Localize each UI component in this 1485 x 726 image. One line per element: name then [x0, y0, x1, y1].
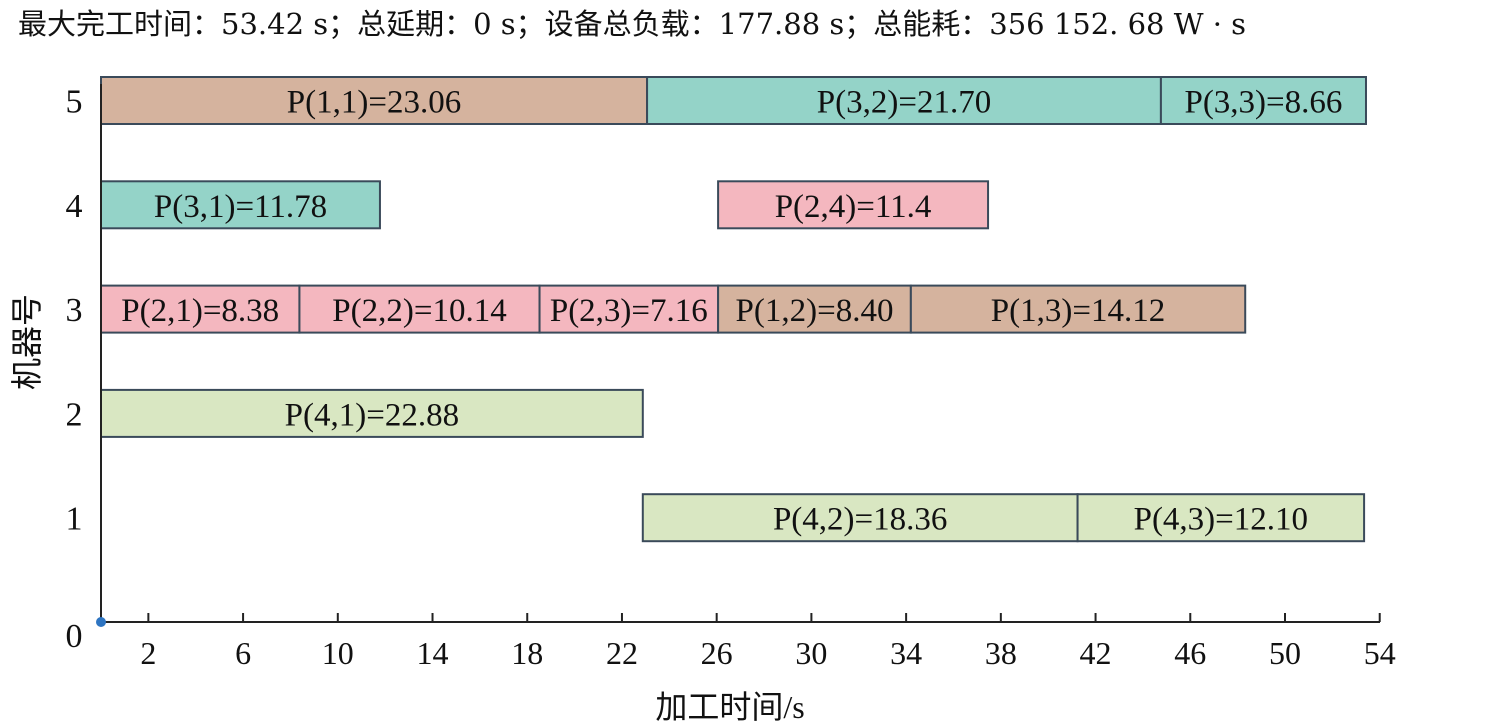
bar-label: P(1,1)=23.06: [287, 85, 461, 121]
x-axis-label: 加工时间/s: [655, 689, 804, 725]
y-tick-label: 4: [66, 188, 83, 225]
gantt-bar: [717, 180, 990, 230]
x-tick-label: 26: [701, 635, 733, 671]
bars-layer: P(1,1)=23.06 P(3,2)=21.70 P(3,3)=8.66 P(3,1…: [100, 76, 1367, 543]
chart-title: 最大完工时间：53.42 s；总延期：0 s；设备总负载：177.88 s；总能…: [18, 7, 1246, 41]
y-tick-label: 0: [66, 618, 83, 655]
bar-label: P(2,4)=11.4: [775, 189, 932, 225]
x-tick-label: 54: [1364, 635, 1396, 671]
x-ticks-layer: 2 6 10 14 18 22 26 30 34 38 42 46 50 54: [140, 613, 1396, 671]
y-tick-label: 1: [66, 501, 83, 538]
x-tick-label: 18: [511, 635, 543, 671]
origin-marker: [96, 617, 106, 627]
bar-label: P(2,1)=8.38: [121, 293, 279, 329]
x-tick-label: 46: [1174, 635, 1206, 671]
gantt-bar: [909, 284, 1247, 334]
x-tick-label: 6: [235, 635, 251, 671]
x-tick-label: 10: [322, 635, 354, 671]
bar-label: P(3,1)=11.78: [154, 189, 327, 225]
y-ticks-layer: 0 1 2 3 4 5: [66, 84, 83, 656]
y-tick-label: 2: [66, 396, 83, 433]
bar-label: P(1,2)=8.40: [736, 293, 894, 329]
x-tick-label: 22: [606, 635, 638, 671]
bar-label: P(4,3)=12.10: [1134, 502, 1308, 538]
bar-label: P(3,2)=21.70: [817, 85, 991, 121]
gantt-bar: [298, 284, 541, 334]
gantt-bar: [100, 388, 644, 438]
gantt-bar: [100, 180, 381, 230]
gantt-bar: [100, 76, 649, 125]
x-tick-label: 38: [985, 635, 1017, 671]
gantt-bar: [538, 284, 720, 334]
y-axis-label: 机器号: [9, 294, 45, 390]
bar-label: P(2,3)=7.16: [550, 293, 708, 329]
gantt-bar: [717, 284, 912, 334]
x-tick-label: 30: [795, 635, 827, 671]
x-tick-label: 14: [417, 635, 449, 671]
bar-label: P(3,3)=8.66: [1184, 85, 1342, 121]
bar-label: P(1,3)=14.12: [991, 293, 1165, 329]
x-tick-label: 34: [890, 635, 922, 671]
x-tick-label: 42: [1080, 635, 1112, 671]
gantt-bar: [1076, 493, 1366, 543]
y-tick-label: 5: [66, 84, 83, 121]
gantt-bar: [641, 493, 1079, 543]
bar-label: P(4,2)=18.36: [773, 502, 947, 538]
bar-label: P(2,2)=10.14: [332, 293, 506, 329]
bar-label: P(4,1)=22.88: [285, 397, 459, 433]
gantt-bar: [1159, 76, 1367, 125]
x-tick-label: 50: [1269, 635, 1301, 671]
y-tick-label: 3: [66, 292, 83, 329]
gantt-bar: [646, 76, 1162, 125]
x-tick-label: 2: [140, 635, 156, 671]
